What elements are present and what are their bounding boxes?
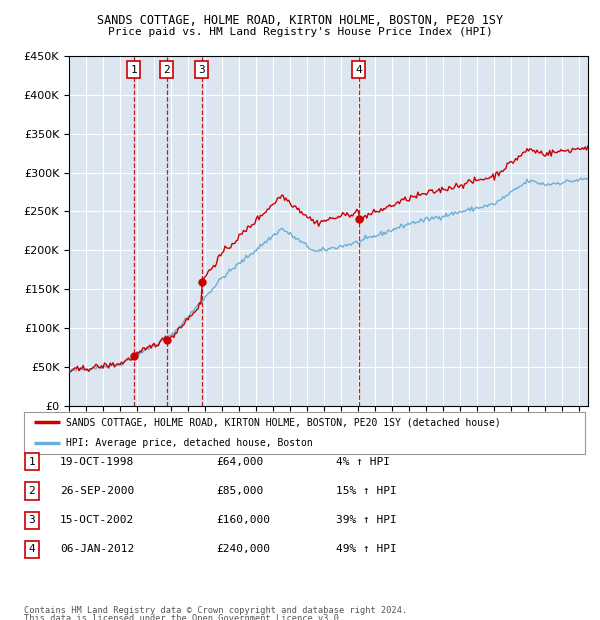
Text: 2: 2 [163,65,170,75]
Text: 39% ↑ HPI: 39% ↑ HPI [336,515,397,525]
Text: 4% ↑ HPI: 4% ↑ HPI [336,457,390,467]
Text: 15% ↑ HPI: 15% ↑ HPI [336,486,397,496]
Text: Price paid vs. HM Land Registry's House Price Index (HPI): Price paid vs. HM Land Registry's House … [107,27,493,37]
Text: 19-OCT-1998: 19-OCT-1998 [60,457,134,467]
Text: £64,000: £64,000 [216,457,263,467]
Text: 3: 3 [198,65,205,75]
Text: 1: 1 [130,65,137,75]
Text: £160,000: £160,000 [216,515,270,525]
Text: Contains HM Land Registry data © Crown copyright and database right 2024.: Contains HM Land Registry data © Crown c… [24,606,407,616]
Text: £240,000: £240,000 [216,544,270,554]
Text: 1: 1 [28,457,35,467]
Text: SANDS COTTAGE, HOLME ROAD, KIRTON HOLME, BOSTON, PE20 1SY: SANDS COTTAGE, HOLME ROAD, KIRTON HOLME,… [97,14,503,27]
Text: 2: 2 [28,486,35,496]
Text: HPI: Average price, detached house, Boston: HPI: Average price, detached house, Bost… [66,438,313,448]
Text: 26-SEP-2000: 26-SEP-2000 [60,486,134,496]
Text: SANDS COTTAGE, HOLME ROAD, KIRTON HOLME, BOSTON, PE20 1SY (detached house): SANDS COTTAGE, HOLME ROAD, KIRTON HOLME,… [66,417,501,427]
Text: 3: 3 [28,515,35,525]
Text: 06-JAN-2012: 06-JAN-2012 [60,544,134,554]
Text: £85,000: £85,000 [216,486,263,496]
Text: This data is licensed under the Open Government Licence v3.0.: This data is licensed under the Open Gov… [24,614,344,620]
Text: 49% ↑ HPI: 49% ↑ HPI [336,544,397,554]
Text: 15-OCT-2002: 15-OCT-2002 [60,515,134,525]
Text: 4: 4 [355,65,362,75]
Text: 4: 4 [28,544,35,554]
